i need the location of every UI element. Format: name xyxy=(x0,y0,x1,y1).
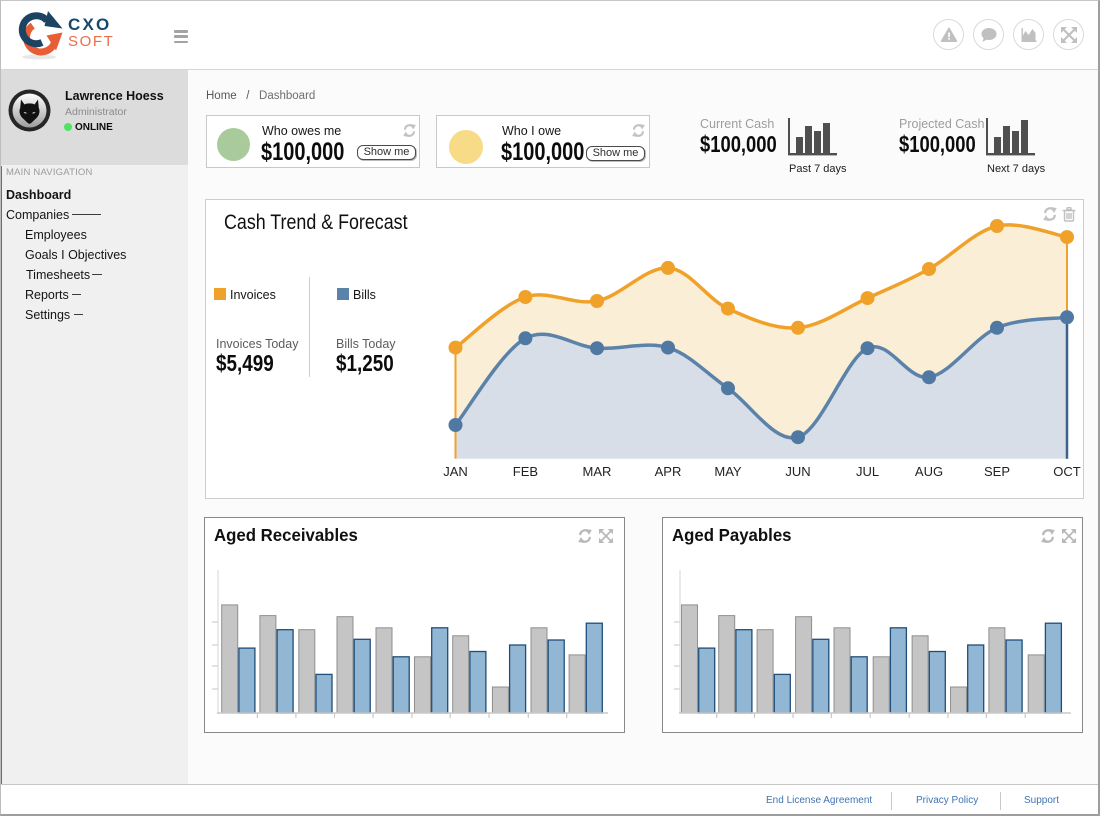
svg-text:MAY: MAY xyxy=(714,464,742,479)
svg-text:FEB: FEB xyxy=(513,464,538,479)
svg-text:AUG: AUG xyxy=(915,464,943,479)
svg-text:OCT: OCT xyxy=(1053,464,1081,479)
svg-text:SEP: SEP xyxy=(984,464,1010,479)
svg-text:JUN: JUN xyxy=(785,464,810,479)
svg-text:JUL: JUL xyxy=(856,464,879,479)
svg-text:MAR: MAR xyxy=(583,464,612,479)
svg-text:JAN: JAN xyxy=(443,464,468,479)
svg-text:APR: APR xyxy=(655,464,682,479)
